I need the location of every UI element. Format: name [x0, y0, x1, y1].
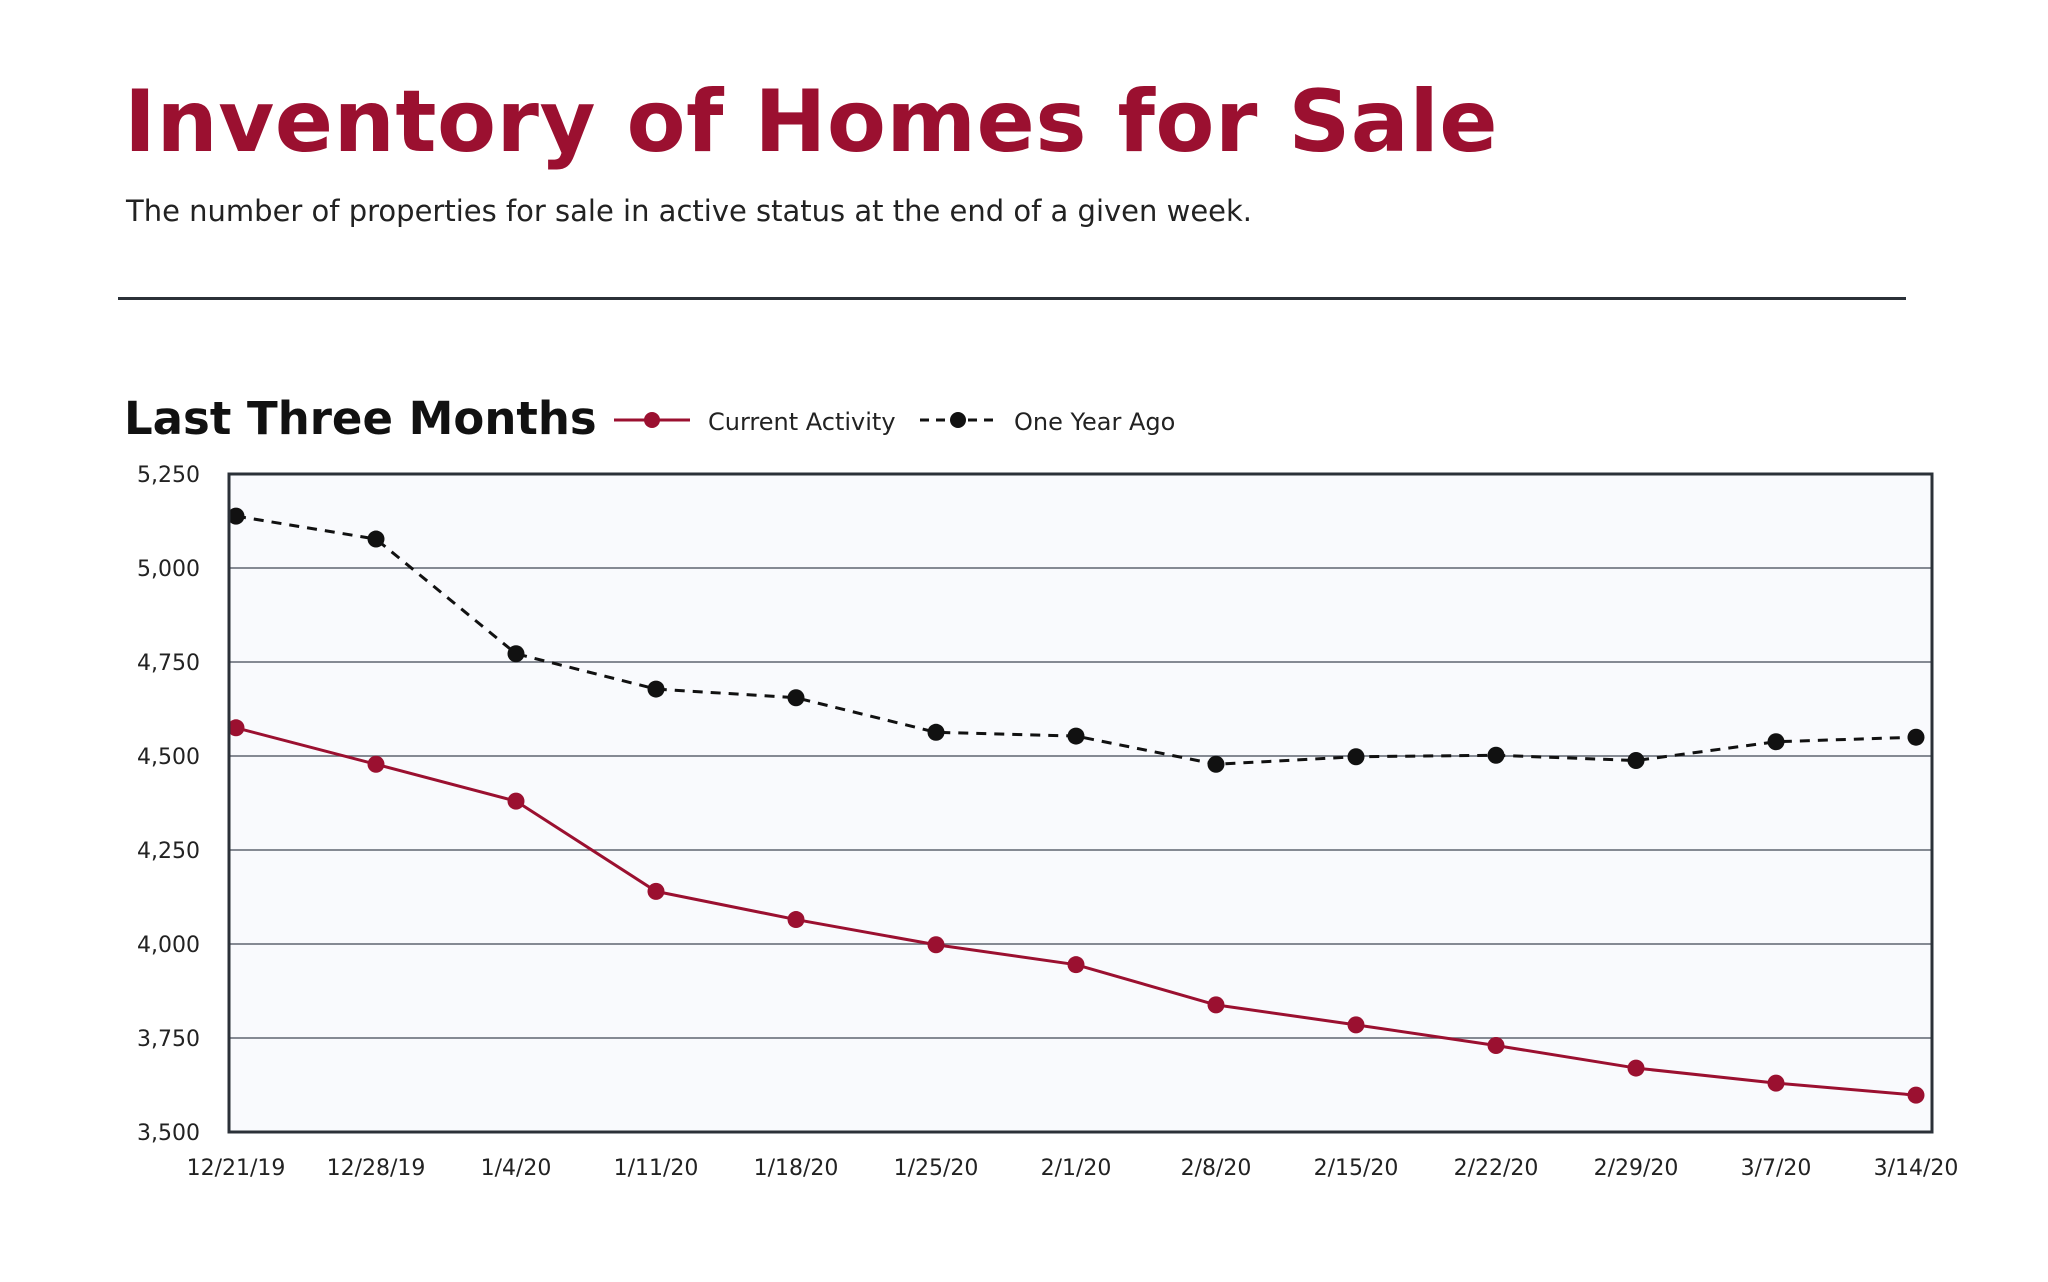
- current-activity-point: [1067, 956, 1085, 974]
- x-tick-label: 12/28/19: [327, 1156, 426, 1181]
- current-activity-point: [507, 792, 525, 810]
- x-axis-ticks: 12/21/19 12/28/19 1/4/20 1/11/20 1/18/20 1/25…: [187, 1156, 1959, 1181]
- x-tick-label: 3/7/20: [1741, 1156, 1812, 1181]
- current-activity-point: [1487, 1037, 1505, 1055]
- y-tick-label: 4,250: [137, 839, 200, 864]
- series-lines: [227, 507, 1925, 1104]
- chart-legend: Current Activity One Year Ago: [614, 408, 1175, 436]
- legend-label-current: Current Activity: [708, 408, 896, 436]
- one-year-ago-point: [1767, 733, 1785, 751]
- x-tick-label: 1/18/20: [754, 1156, 839, 1181]
- series-current-activity: [227, 719, 1925, 1104]
- page-subtitle: The number of properties for sale in act…: [126, 194, 1253, 228]
- x-tick-label: 1/11/20: [614, 1156, 699, 1181]
- legend-item-current-activity: Current Activity: [614, 408, 896, 436]
- grid-lines: [229, 567, 1932, 1039]
- one-year-ago-point: [1627, 752, 1645, 770]
- y-tick-label: 3,500: [137, 1121, 200, 1146]
- current-activity-point: [787, 911, 805, 929]
- y-tick-label: 3,750: [137, 1027, 200, 1052]
- y-axis-ticks: 3,500 3,750 4,000 4,250 4,500 4,750 5,000 5,250: [137, 463, 200, 1146]
- one-year-ago-point: [227, 507, 245, 525]
- one-year-ago-point: [367, 530, 385, 548]
- one-year-ago-point: [647, 680, 665, 698]
- y-tick-label: 4,750: [137, 651, 200, 676]
- x-tick-label: 2/1/20: [1041, 1156, 1112, 1181]
- x-tick-label: 12/21/19: [187, 1156, 286, 1181]
- series-one-year-ago: [227, 507, 1925, 773]
- legend-item-one-year-ago: One Year Ago: [920, 408, 1175, 436]
- y-tick-label: 4,000: [137, 933, 200, 958]
- one-year-ago-point: [1347, 748, 1365, 766]
- one-year-ago-point: [507, 645, 525, 663]
- current-activity-point: [367, 755, 385, 773]
- x-tick-label: 2/15/20: [1314, 1156, 1399, 1181]
- current-activity-point: [1627, 1059, 1645, 1077]
- current-activity-point: [1347, 1016, 1365, 1034]
- one-year-ago-point: [927, 723, 945, 741]
- current-activity-point: [927, 936, 945, 954]
- page-title: Inventory of Homes for Sale: [124, 72, 1499, 172]
- legend-label-year-ago: One Year Ago: [1014, 408, 1175, 436]
- legend-swatch-current-marker: [644, 412, 660, 428]
- y-tick-label: 5,250: [137, 463, 200, 488]
- current-activity-point: [1207, 996, 1225, 1014]
- chart-title: Last Three Months: [124, 392, 597, 445]
- one-year-ago-point: [1907, 728, 1925, 746]
- current-activity-point: [227, 719, 245, 737]
- x-tick-label: 2/29/20: [1594, 1156, 1679, 1181]
- one-year-ago-point: [787, 689, 805, 707]
- legend-swatch-year-ago-marker: [950, 412, 966, 428]
- header-divider: [118, 297, 1906, 300]
- plot-frame: [227, 472, 1934, 1134]
- current-activity-point: [1767, 1074, 1785, 1092]
- x-tick-label: 1/4/20: [481, 1156, 552, 1181]
- one-year-ago-point: [1207, 755, 1225, 773]
- one-year-ago-point: [1067, 727, 1085, 745]
- x-tick-label: 2/8/20: [1181, 1156, 1252, 1181]
- y-tick-label: 5,000: [137, 557, 200, 582]
- current-activity-point: [647, 882, 665, 900]
- plot-area: [229, 474, 1932, 1132]
- x-tick-label: 1/25/20: [894, 1156, 979, 1181]
- y-tick-label: 4,500: [137, 745, 200, 770]
- x-tick-label: 3/14/20: [1874, 1156, 1959, 1181]
- x-tick-label: 2/22/20: [1454, 1156, 1539, 1181]
- one-year-ago-point: [1487, 746, 1505, 764]
- current-activity-point: [1907, 1086, 1925, 1104]
